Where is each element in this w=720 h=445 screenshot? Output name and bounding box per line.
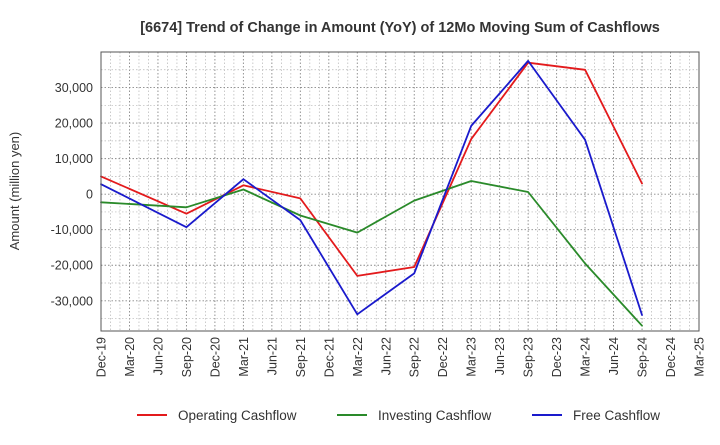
y-tick-label: 30,000 [55,81,93,95]
x-tick-label: Mar-22 [351,337,365,377]
legend-label: Operating Cashflow [178,408,297,423]
legend: Operating Cashflow Investing Cashflow Free… [137,408,660,423]
x-tick-label: Sep-23 [522,337,536,377]
x-tick-label: Dec-20 [208,337,222,377]
x-tick-label: Mar-21 [237,337,251,377]
plot-frame [100,51,700,332]
y-tick-label: 10,000 [55,152,93,166]
x-tick-label: Sep-20 [180,337,194,377]
series-lines [100,60,643,327]
y-tick-label: -20,000 [51,259,93,273]
legend-label: Free Cashflow [573,408,660,423]
x-tick-label: Jun-22 [379,337,393,375]
x-tick-label: Sep-24 [636,337,650,377]
axes: -30,000 -20,000 -10,000 0 10,000 20,000 30,000… [51,51,707,377]
x-tick-label: Mar-23 [465,337,479,377]
x-tick-label: Dec-21 [322,337,336,377]
y-tick-label: -10,000 [51,223,93,237]
y-tick-label: 0 [86,188,93,202]
x-tick-label: Mar-24 [579,337,593,377]
series-line-operating-cashflow [100,61,643,277]
series-line-free-cashflow [100,60,643,316]
x-tick-label: Sep-21 [294,337,308,377]
x-tick-label: Jun-20 [151,337,165,375]
x-tick-label: Dec-24 [664,337,678,377]
x-tick-label: Jun-23 [493,337,507,375]
chart-title: [6674] Trend of Change in Amount (YoY) o… [140,20,660,36]
x-tick-label: Jun-21 [265,337,279,375]
series-line-investing-cashflow [100,180,643,327]
x-tick-label: Mar-25 [693,337,707,377]
x-tick-label: Dec-23 [550,337,564,377]
x-tick-label: Mar-20 [123,337,137,377]
x-tick-label: Dec-22 [436,337,450,377]
y-axis-label: Amount (million yen) [7,132,22,251]
x-tick-label: Dec-19 [95,337,109,377]
y-tick-label: 20,000 [55,117,93,131]
y-tick-label: -30,000 [51,294,93,308]
x-tick-label: Sep-22 [408,337,422,377]
x-tick-label: Jun-24 [607,337,621,375]
legend-label: Investing Cashflow [378,408,492,423]
